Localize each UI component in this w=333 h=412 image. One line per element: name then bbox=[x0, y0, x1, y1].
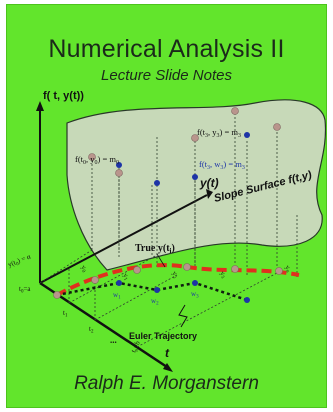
t-tick-labels: t0=a t1 t2 ... tn=b bbox=[19, 285, 144, 354]
y-label-1: y1 bbox=[120, 272, 132, 283]
blue-points bbox=[116, 132, 250, 303]
t-axis-arrow bbox=[163, 363, 173, 372]
true-curve-pointer bbox=[156, 253, 166, 268]
t-axis-label: t bbox=[165, 346, 170, 360]
book-title: Numerical Analysis II bbox=[48, 35, 285, 63]
euler-method-diagram: Slope Surface f(t,y) f( t, y(t)) y(t) t bbox=[7, 90, 326, 372]
y-label-3: y3 bbox=[217, 270, 229, 281]
euler-label: Euler Trajectory bbox=[129, 331, 197, 341]
surface-point bbox=[115, 169, 123, 177]
curve-point bbox=[91, 276, 99, 284]
y-label-2: y2 bbox=[169, 270, 181, 281]
curve-points bbox=[53, 263, 283, 299]
w-label-2: w2 bbox=[151, 297, 159, 307]
t1-label: t1 bbox=[63, 309, 68, 319]
euler-point bbox=[244, 297, 250, 303]
y-value-labels: y0 y1 y2 y3 yn bbox=[78, 264, 294, 283]
euler-point bbox=[116, 280, 122, 286]
euler-point bbox=[154, 287, 160, 293]
curve-point bbox=[133, 266, 141, 274]
vertical-axis-label: f( t, y(t)) bbox=[43, 90, 84, 102]
slope-point bbox=[244, 132, 250, 138]
slope-point bbox=[116, 162, 122, 168]
surface-point bbox=[231, 107, 239, 115]
y-axis-arrow bbox=[206, 189, 213, 199]
w-label-1: w1 bbox=[113, 291, 121, 301]
book-subtitle: Lecture Slide Notes bbox=[101, 67, 232, 84]
curve-point bbox=[231, 265, 239, 273]
f3-label: f(t3, y3) = m3 bbox=[197, 127, 241, 139]
curve-point bbox=[183, 263, 191, 271]
y-label-n: yn bbox=[282, 264, 294, 275]
t-axis bbox=[39, 281, 168, 369]
euler-pointer bbox=[178, 304, 188, 328]
slope-point bbox=[192, 174, 198, 180]
curve-point bbox=[53, 291, 61, 299]
y-axis bbox=[39, 194, 208, 284]
f0-label: f(t0, y0) = m0 bbox=[75, 154, 119, 166]
f3w-label: f(t3, w3) = m3 bbox=[199, 159, 245, 171]
slope-surface bbox=[66, 99, 326, 271]
y-label-0: y0 bbox=[78, 264, 90, 275]
euler-point bbox=[192, 280, 198, 286]
curve-point bbox=[275, 267, 283, 275]
surface-point bbox=[88, 153, 96, 161]
euler-trajectory bbox=[56, 281, 248, 302]
initial-condition-label: y(t0) = α bbox=[7, 252, 33, 270]
grid-lines bbox=[39, 110, 298, 348]
book-cover: Numerical Analysis II Lecture Slide Note… bbox=[6, 4, 327, 408]
y-axis-label: y(t) bbox=[199, 176, 219, 190]
w-value-labels: w1 w2 w3 bbox=[113, 290, 199, 307]
surface-point bbox=[191, 134, 199, 142]
book-author: Ralph E. Morganstern bbox=[74, 373, 259, 394]
t2-label: t2 bbox=[89, 325, 94, 335]
t0-label: t0=a bbox=[19, 285, 31, 295]
surface-points bbox=[88, 107, 281, 177]
tn-label: tn=b bbox=[130, 339, 144, 354]
vertical-axis-arrow bbox=[36, 101, 44, 111]
w-label-3: w3 bbox=[191, 290, 199, 300]
surface-point bbox=[273, 123, 281, 131]
t-dots: ... bbox=[110, 335, 117, 345]
slope-point bbox=[154, 180, 160, 186]
true-curve-label: True y(ti) bbox=[135, 243, 175, 255]
